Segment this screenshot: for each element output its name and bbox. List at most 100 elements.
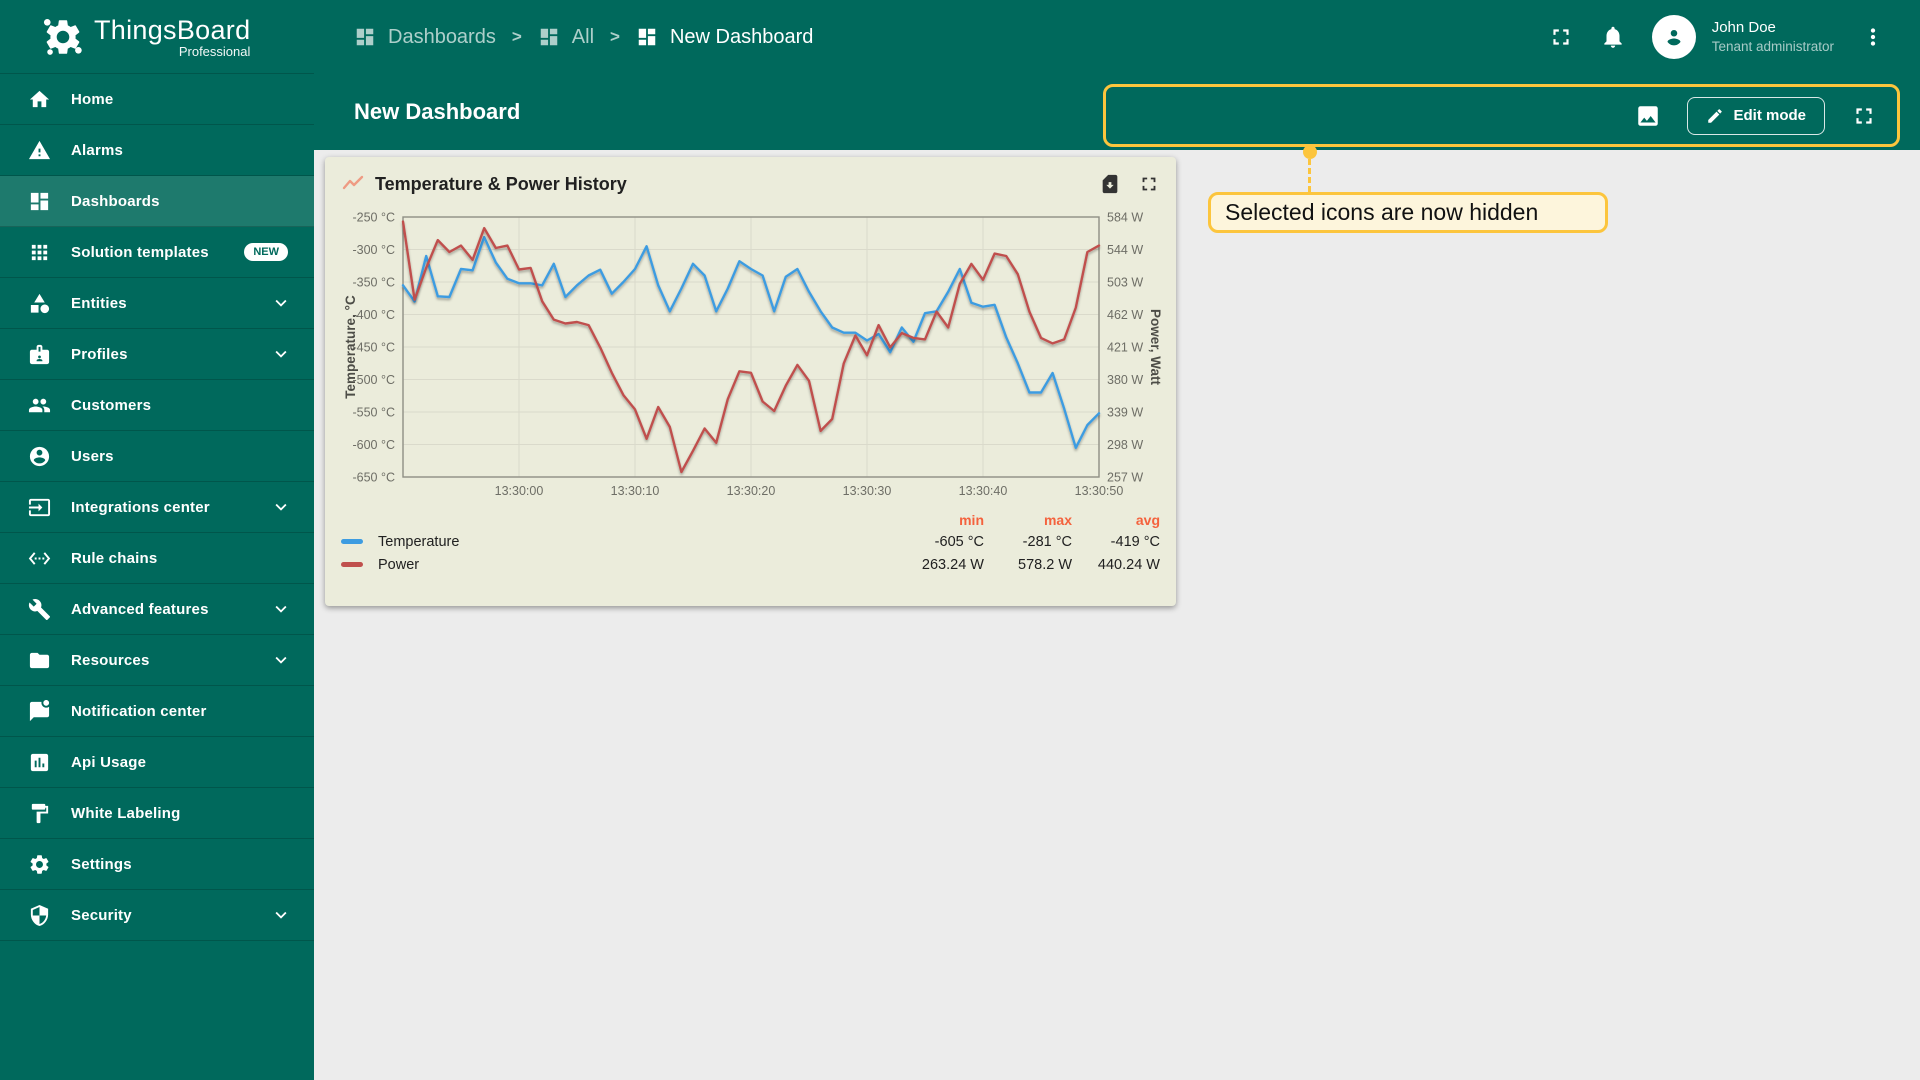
sidebar-item-alarms[interactable]: Alarms (0, 125, 314, 176)
user-role: Tenant administrator (1711, 39, 1834, 55)
warning-icon (28, 139, 51, 162)
legend-row-power: Power 263.24 W 578.2 W 440.24 W (341, 553, 1160, 576)
legend-max-value: -281 °C (1022, 533, 1072, 550)
kebab-menu-icon[interactable] (1860, 24, 1886, 50)
sidebar-item-dashboards[interactable]: Dashboards (0, 176, 314, 227)
sidebar-item-label: Notification center (71, 702, 207, 720)
app-edition: Professional (178, 43, 251, 59)
legend-series-name[interactable]: Temperature (378, 533, 460, 550)
sidebar-item-home[interactable]: Home (0, 74, 314, 125)
pencil-icon (1706, 107, 1724, 125)
svg-text:-400 °C: -400 °C (352, 308, 395, 322)
legend-series-name[interactable]: Power (378, 556, 420, 573)
sidebar-item-label: Profiles (71, 345, 128, 363)
sidebar-item-api-usage[interactable]: Api Usage (0, 737, 314, 788)
export-widget-icon[interactable] (1099, 173, 1121, 195)
sidebar-item-profiles[interactable]: Profiles (0, 329, 314, 380)
sidebar-item-label: Solution templates (71, 243, 209, 261)
chevron-down-icon (270, 649, 292, 671)
breadcrumb: Dashboards > All > New Dashboard (354, 26, 813, 49)
svg-text:-300 °C: -300 °C (352, 243, 395, 257)
sidebar-item-label: Rule chains (71, 549, 158, 567)
annotation-text: Selected icons are now hidden (1225, 199, 1539, 225)
person-icon (1661, 24, 1687, 50)
user-info[interactable]: John Doe Tenant administrator (1712, 18, 1834, 56)
sidebar-item-label: Api Usage (71, 753, 147, 771)
dashboard-icon (354, 26, 376, 48)
svg-text:-650 °C: -650 °C (352, 471, 395, 485)
svg-text:421 W: 421 W (1107, 341, 1143, 355)
line-chart-icon (341, 172, 365, 196)
sidebar-item-solution-templates[interactable]: Solution templates NEW (0, 227, 314, 278)
sidebar-item-label: Advanced features (71, 600, 209, 618)
chart-plot: -250 °C 584 W -300 °C 544 W -350 °C 503 W -400… (325, 197, 1176, 502)
svg-text:13:30:30: 13:30:30 (843, 484, 892, 497)
edit-mode-label: Edit mode (1733, 107, 1806, 124)
svg-text:13:30:40: 13:30:40 (959, 484, 1008, 497)
code-dots-icon (28, 547, 51, 570)
apps-icon (28, 241, 51, 264)
legend-header-row: min max avg (341, 510, 1160, 530)
sidebar-item-integrations-center[interactable]: Integrations center (0, 482, 314, 533)
widget-fullscreen-icon[interactable] (1138, 173, 1160, 195)
annotation-anchor-dot (1303, 145, 1317, 159)
app-logo: ThingsBoard Professional (0, 0, 314, 74)
sidebar-item-white-labeling[interactable]: White Labeling (0, 788, 314, 839)
chat-unread-icon (28, 699, 51, 723)
legend-min-value: 263.24 W (921, 556, 984, 573)
sidebar-item-rule-chains[interactable]: Rule chains (0, 533, 314, 584)
dashboard-image-icon[interactable] (1635, 103, 1661, 129)
chevron-down-icon (270, 292, 292, 314)
annotation-connector-line (1308, 159, 1311, 192)
svg-text:462 W: 462 W (1107, 308, 1143, 322)
svg-text:503 W: 503 W (1107, 276, 1143, 290)
legend-max-value: 578.2 W (1018, 556, 1072, 573)
main-area: Dashboards > All > New Dashboard John Doe Te… (314, 0, 1920, 1080)
legend-header-min: min (959, 512, 984, 528)
shield-icon (28, 904, 51, 927)
sidebar-item-settings[interactable]: Settings (0, 839, 314, 890)
toolbar-fullscreen-icon[interactable] (1851, 103, 1877, 129)
legend-row-temperature: Temperature -605 °C -281 °C -419 °C (341, 530, 1160, 553)
sidebar-item-users[interactable]: Users (0, 431, 314, 482)
chart-legend: min max avg Temperature -605 °C -281 °C -419 °… (325, 502, 1176, 576)
fullscreen-icon[interactable] (1548, 24, 1574, 50)
breadcrumb-item-new-dashboard[interactable]: New Dashboard (636, 26, 813, 49)
breadcrumb-label: All (571, 25, 595, 48)
edit-mode-button[interactable]: Edit mode (1687, 96, 1825, 135)
sidebar-item-customers[interactable]: Customers (0, 380, 314, 431)
breadcrumb-item-all[interactable]: All (538, 26, 594, 49)
svg-text:-250 °C: -250 °C (352, 211, 395, 225)
legend-avg-value: -419 °C (1110, 533, 1160, 550)
annotation-callout: Selected icons are now hidden (1208, 192, 1608, 233)
sidebar-item-resources[interactable]: Resources (0, 635, 314, 686)
sidebar-item-security[interactable]: Security (0, 890, 314, 941)
widget-header: Temperature & Power History (325, 157, 1176, 196)
svg-text:13:30:20: 13:30:20 (727, 484, 776, 497)
dashboard-canvas: Temperature & Power History -250 °C 584 W… (314, 150, 1920, 1080)
legend-header-max: max (1043, 512, 1072, 528)
svg-text:-450 °C: -450 °C (352, 341, 395, 355)
breadcrumb-item-dashboards[interactable]: Dashboards (354, 26, 496, 49)
legend-swatch (341, 562, 363, 567)
wrench-icon (28, 598, 51, 621)
home-icon (28, 88, 51, 111)
sidebar-nav: Home Alarms Dashboards Solution templates NE… (0, 74, 314, 941)
thingsboard-logo-icon (42, 16, 84, 58)
sidebar-item-notification-center[interactable]: Notification center (0, 686, 314, 737)
sidebar-item-advanced-features[interactable]: Advanced features (0, 584, 314, 635)
dashboard-titlebar: New Dashboard Edit mode (314, 74, 1920, 150)
sidebar-item-entities[interactable]: Entities (0, 278, 314, 329)
notifications-bell-icon[interactable] (1600, 24, 1626, 50)
svg-text:584 W: 584 W (1107, 211, 1143, 225)
app-name: ThingsBoard (94, 14, 251, 45)
page-title: New Dashboard (354, 99, 521, 124)
sidebar-item-label: Resources (71, 651, 150, 669)
folder-icon (28, 649, 51, 672)
breadcrumb-separator: > (511, 27, 522, 46)
avatar[interactable] (1651, 15, 1696, 59)
topbar: Dashboards > All > New Dashboard John Doe Te… (314, 0, 1920, 74)
sidebar-item-label: Users (71, 447, 114, 465)
svg-text:13:30:10: 13:30:10 (611, 484, 660, 497)
sidebar-item-label: Customers (71, 396, 152, 414)
